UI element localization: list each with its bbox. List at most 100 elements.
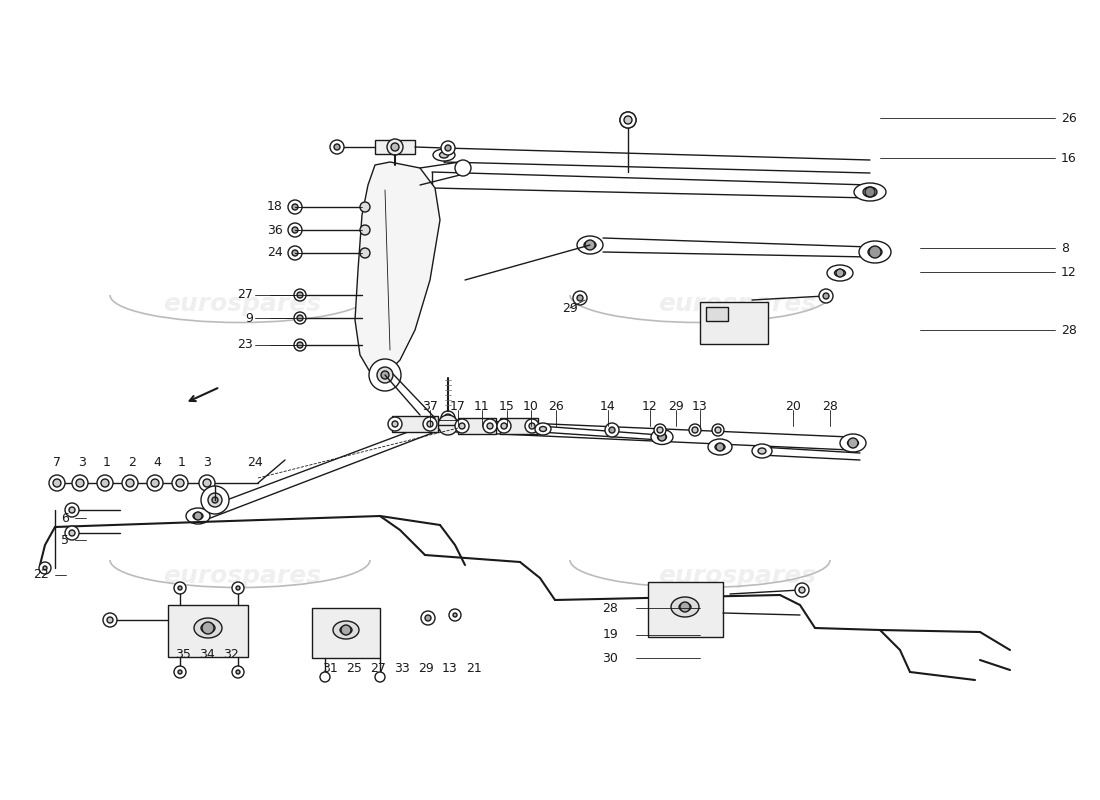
Circle shape [657,427,663,433]
Circle shape [297,292,302,298]
Circle shape [609,427,615,433]
Ellipse shape [758,448,766,454]
Ellipse shape [658,434,667,441]
Circle shape [375,672,385,682]
Text: 13: 13 [692,401,708,414]
Circle shape [288,223,302,237]
Bar [500,418,538,434]
Circle shape [360,225,370,235]
Circle shape [294,289,306,301]
Text: 2: 2 [128,457,136,470]
Circle shape [208,493,222,507]
Circle shape [53,479,60,487]
Circle shape [72,475,88,491]
Circle shape [421,611,434,625]
Circle shape [360,202,370,212]
Circle shape [444,414,452,422]
Circle shape [573,291,587,305]
Circle shape [424,417,437,431]
Text: 6: 6 [62,511,69,525]
Circle shape [97,475,113,491]
Text: 8: 8 [1062,242,1069,254]
Ellipse shape [868,247,882,257]
Circle shape [441,411,455,425]
Circle shape [716,443,724,451]
Circle shape [292,250,298,256]
Circle shape [194,512,202,520]
Circle shape [334,144,340,150]
Circle shape [388,417,401,431]
Text: 27: 27 [370,662,386,674]
Circle shape [692,427,698,433]
Text: 11: 11 [474,401,490,414]
Circle shape [292,204,298,210]
Circle shape [103,613,117,627]
Circle shape [204,479,211,487]
Circle shape [292,227,298,233]
Ellipse shape [186,508,210,524]
Text: 1: 1 [103,457,111,470]
Circle shape [122,475,138,491]
Circle shape [232,666,244,678]
Text: eurospares: eurospares [658,564,816,588]
Circle shape [101,479,109,487]
Circle shape [65,503,79,517]
Circle shape [848,438,858,448]
Circle shape [654,424,666,436]
Ellipse shape [752,444,772,458]
Text: 33: 33 [394,662,410,674]
Circle shape [578,295,583,301]
Text: 29: 29 [668,401,684,414]
Circle shape [69,507,75,513]
Ellipse shape [578,236,603,254]
Text: 36: 36 [267,223,283,237]
Circle shape [392,421,398,427]
Circle shape [360,248,370,258]
Circle shape [869,246,881,258]
Circle shape [712,424,724,436]
Circle shape [620,112,636,128]
Circle shape [126,479,134,487]
Ellipse shape [864,187,877,197]
Circle shape [529,423,535,429]
Text: 20: 20 [785,401,801,414]
Circle shape [525,419,539,433]
Text: 15: 15 [499,401,515,414]
Text: 26: 26 [548,401,564,414]
Text: 23: 23 [238,338,253,351]
Circle shape [799,587,805,593]
Text: 26: 26 [1062,111,1077,125]
Circle shape [820,289,833,303]
Text: 3: 3 [78,457,86,470]
Circle shape [199,475,214,491]
Bar [648,582,723,637]
Circle shape [172,475,188,491]
Circle shape [178,670,182,674]
Circle shape [377,367,393,383]
Circle shape [438,415,458,435]
Text: 29: 29 [562,302,578,314]
Circle shape [390,143,399,151]
Text: 25: 25 [346,662,362,674]
Text: 30: 30 [602,651,618,665]
Text: eurospares: eurospares [163,292,321,316]
Ellipse shape [854,183,886,201]
Text: 18: 18 [267,201,283,214]
Circle shape [483,419,497,433]
Circle shape [487,423,493,429]
Ellipse shape [859,241,891,263]
Ellipse shape [539,426,547,431]
Circle shape [288,246,302,260]
Text: 22: 22 [33,569,50,582]
Ellipse shape [584,241,596,249]
Text: 21: 21 [466,662,482,674]
Text: 28: 28 [822,401,838,414]
Circle shape [425,615,431,621]
Bar [700,302,768,344]
Circle shape [174,666,186,678]
Circle shape [795,583,808,597]
Circle shape [294,339,306,351]
Circle shape [288,200,302,214]
Ellipse shape [201,623,214,633]
Circle shape [236,670,240,674]
